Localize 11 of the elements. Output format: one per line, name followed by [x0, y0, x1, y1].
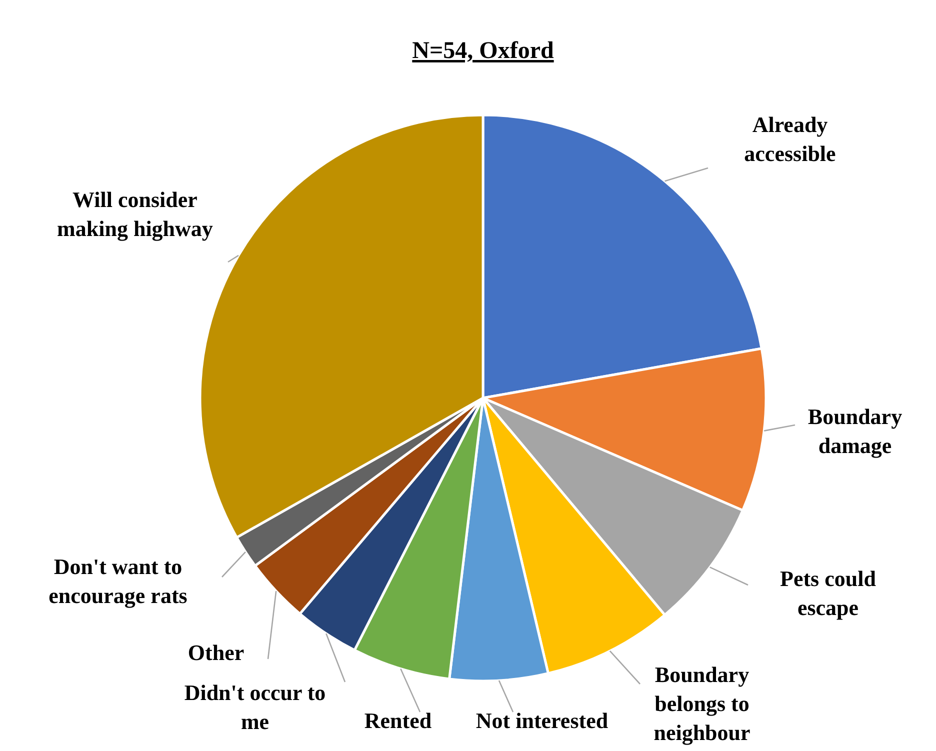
- slice-label: Boundary belongs to neighbour: [654, 662, 751, 745]
- slice-label: Will consider making highway: [57, 187, 213, 241]
- chart-title: N=54, Oxford: [412, 38, 554, 64]
- legend-label: Pets could escape: [780, 566, 876, 620]
- slice-label: Already accessible: [744, 112, 836, 166]
- slice-label: Rented: [364, 708, 432, 733]
- slice-label: Didn't occur to me: [184, 680, 326, 734]
- slice-label: Not interested: [476, 708, 608, 733]
- slice-label: Don't want to encourage rats: [48, 554, 188, 608]
- slice-label: Boundary damage: [808, 404, 902, 458]
- slice-label: Other: [188, 640, 244, 665]
